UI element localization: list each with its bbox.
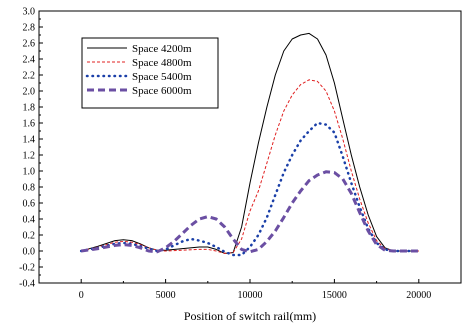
y-tick-label: 0.6 <box>23 199 36 210</box>
y-tick-label: 1.2 <box>23 151 36 162</box>
series-line-4 <box>80 170 419 254</box>
x-tick-label: 20000 <box>406 290 431 301</box>
x-tick-label: 15000 <box>322 290 347 301</box>
y-tick-label: 1.6 <box>23 119 36 130</box>
y-tick-label: 1.0 <box>23 167 36 178</box>
y-tick-label: 1.8 <box>23 103 36 114</box>
y-tick-label: 2.0 <box>23 87 36 98</box>
y-tick-label: 0.0 <box>23 247 36 258</box>
y-tick-label: -0.4 <box>19 279 35 290</box>
legend-label-4: Space 6000m <box>132 85 192 97</box>
legend-label-1: Space 4200m <box>132 43 192 55</box>
y-tick-label: 1.4 <box>23 135 36 146</box>
y-tick-label: -0.2 <box>19 263 35 274</box>
axes-group: -0.4 -0.2 0.0 0.2 0.4 0.6 0.8 1.0 1.2 1.4 1.6 1.8 2.… <box>19 7 462 301</box>
series-line-1 <box>81 32 419 254</box>
y-tick-label: 0.2 <box>23 231 36 242</box>
y-tick-label: 2.6 <box>23 39 36 50</box>
series-layer <box>79 32 421 257</box>
y-tick-label: 0.4 <box>23 215 36 226</box>
y-tick-label: 3.0 <box>23 7 36 18</box>
y-tick-label: 2.8 <box>23 23 36 34</box>
x-tick-label: 10000 <box>238 290 263 301</box>
x-tick-label: 0 <box>79 290 84 301</box>
legend: Space 4200m Space 4800m Space 5400m Space 6… <box>81 37 219 109</box>
legend-box <box>81 37 219 109</box>
y-tick-label: 0.8 <box>23 183 36 194</box>
legend-label-2: Space 4800m <box>132 57 192 69</box>
x-tick-label: 5000 <box>156 290 176 301</box>
y-tick-label: 2.2 <box>23 71 36 82</box>
legend-label-3: Space 5400m <box>132 71 192 83</box>
y-tick-label: 2.4 <box>23 55 36 66</box>
series-line-3 <box>79 121 421 257</box>
x-axis-title: Position of switch rail(mm) <box>184 309 316 323</box>
series-line-2 <box>81 79 419 254</box>
